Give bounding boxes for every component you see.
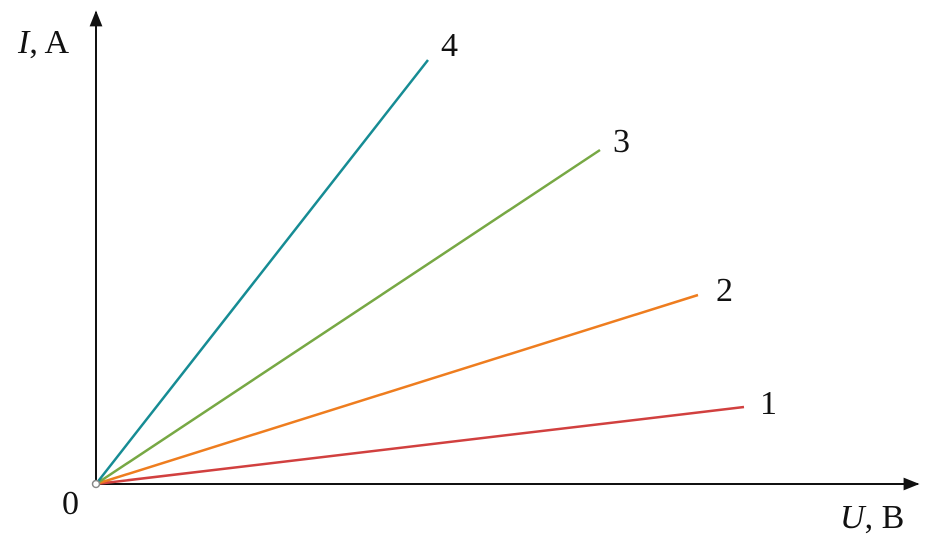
x-unit: , B <box>865 499 905 536</box>
y-symbol: I <box>17 24 31 61</box>
y-axis-label: I, A <box>17 24 69 61</box>
line-4 <box>95 59 429 485</box>
origin-point <box>91 479 101 489</box>
line-3 <box>95 148 601 486</box>
line-label: 1 <box>760 385 777 422</box>
line-2 <box>95 293 699 486</box>
line-label: 2 <box>716 272 733 309</box>
x-axis-label: U, B <box>840 499 904 536</box>
origin-label: 0 <box>62 485 79 522</box>
line-1 <box>95 405 745 486</box>
x-symbol: U <box>840 499 867 536</box>
line-label: 4 <box>441 27 458 64</box>
y-unit: , A <box>29 24 69 61</box>
line-label: 3 <box>613 123 630 160</box>
